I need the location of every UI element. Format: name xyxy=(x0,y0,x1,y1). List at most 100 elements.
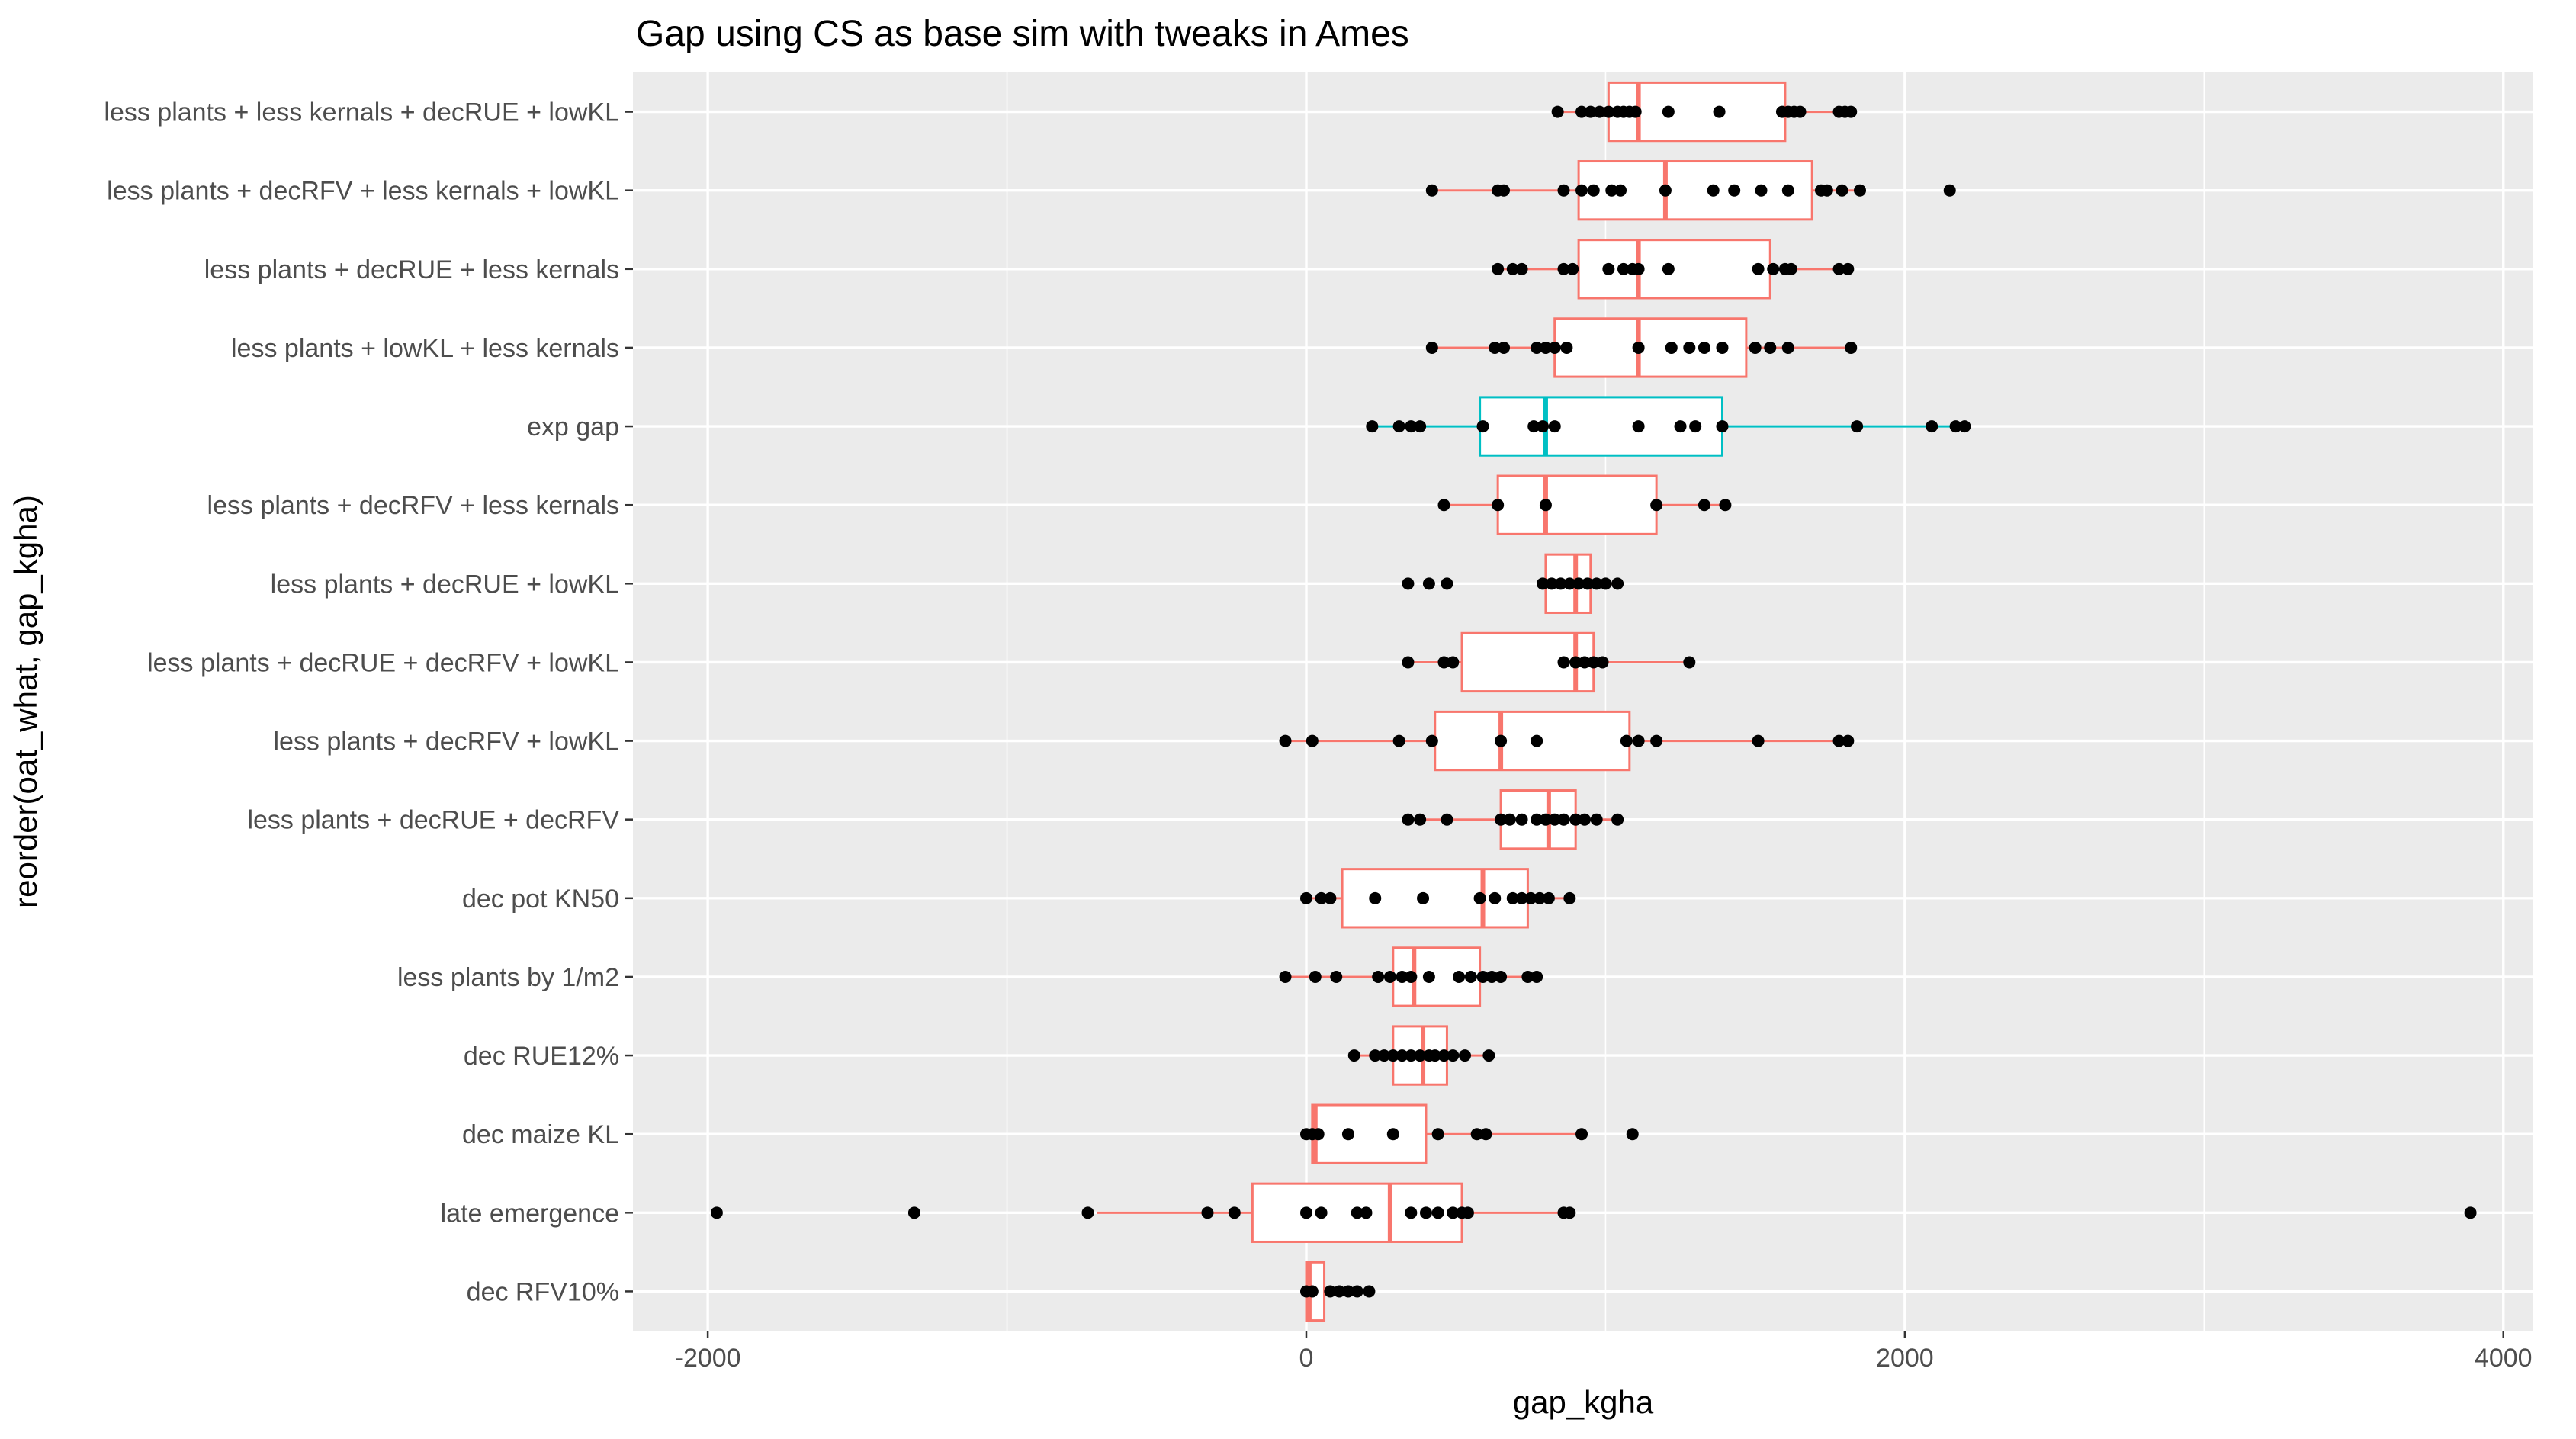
data-point xyxy=(1569,656,1582,669)
y-tick-label: exp gap xyxy=(527,413,619,442)
y-tick-label: less plants + decRUE + lowKL xyxy=(271,570,619,599)
data-point xyxy=(1515,891,1528,904)
y-tick-label: late emergence xyxy=(441,1199,619,1228)
data-point xyxy=(1402,656,1415,669)
box-11 xyxy=(1279,946,1543,1007)
data-point xyxy=(1531,970,1543,983)
box-series xyxy=(710,81,2477,1322)
data-point xyxy=(2464,1206,2477,1219)
box-2 xyxy=(1492,239,1855,300)
data-point xyxy=(1590,577,1603,590)
y-tick-label: less plants + decRUE + less kernals xyxy=(204,255,619,284)
data-point xyxy=(1614,184,1627,197)
data-point xyxy=(1620,734,1633,747)
data-point xyxy=(1650,499,1663,512)
box-8 xyxy=(1279,710,1855,772)
data-point xyxy=(1437,656,1450,669)
data-point xyxy=(1417,891,1430,904)
data-point xyxy=(1683,341,1696,354)
data-point xyxy=(1716,420,1729,433)
data-point xyxy=(1378,1049,1391,1062)
y-tick-label: less plants + decRFV + lowKL xyxy=(273,728,619,756)
data-point xyxy=(1572,577,1585,590)
data-point xyxy=(1569,813,1582,826)
data-point xyxy=(1447,1206,1460,1219)
data-point xyxy=(1617,262,1630,275)
y-tick-label: less plants + less kernals + decRUE + lo… xyxy=(104,98,619,127)
box-3 xyxy=(1425,317,1858,378)
data-point xyxy=(1396,970,1408,983)
data-point xyxy=(1943,184,1956,197)
data-point xyxy=(1557,813,1570,826)
data-point xyxy=(1539,813,1552,826)
y-tick-label: less plants + decRFV + less kernals + lo… xyxy=(107,177,619,206)
data-point xyxy=(1842,262,1855,275)
data-point xyxy=(1578,813,1591,826)
box-0 xyxy=(1551,81,1858,143)
data-point xyxy=(1781,341,1794,354)
data-point xyxy=(1461,1206,1474,1219)
data-point xyxy=(1566,262,1579,275)
data-point xyxy=(1360,1206,1373,1219)
data-point xyxy=(1419,1206,1432,1219)
y-tick-label: less plants by 1/m2 xyxy=(397,963,619,992)
data-point xyxy=(1414,420,1427,433)
data-point xyxy=(1489,891,1502,904)
y-axis-ticks: less plants + less kernals + decRUE + lo… xyxy=(104,98,633,1306)
data-point xyxy=(1698,341,1710,354)
data-point xyxy=(1752,734,1765,747)
data-point xyxy=(710,1206,723,1219)
data-point xyxy=(1764,341,1777,354)
data-point xyxy=(1602,105,1615,118)
data-point xyxy=(1581,577,1594,590)
box-5 xyxy=(1437,474,1732,535)
data-point xyxy=(1531,341,1543,354)
data-point xyxy=(1486,970,1498,983)
data-point xyxy=(1557,262,1570,275)
data-point xyxy=(1441,813,1453,826)
data-point xyxy=(1405,1206,1418,1219)
data-point xyxy=(1713,105,1726,118)
data-point xyxy=(1369,1049,1382,1062)
data-point xyxy=(1330,970,1343,983)
data-point xyxy=(1299,891,1312,904)
data-point xyxy=(1854,184,1867,197)
data-point xyxy=(1662,105,1675,118)
data-point xyxy=(1503,813,1516,826)
x-axis-ticks: -2000 0 2000 4000 xyxy=(675,1331,2533,1373)
data-point xyxy=(1506,891,1519,904)
data-point xyxy=(1309,970,1322,983)
data-point xyxy=(1324,1285,1337,1298)
data-point xyxy=(1299,1206,1312,1219)
data-point xyxy=(1506,262,1519,275)
data-point xyxy=(1405,1049,1418,1062)
data-point xyxy=(1341,1285,1354,1298)
data-point xyxy=(1386,1128,1399,1141)
data-point xyxy=(1386,1049,1399,1062)
data-point xyxy=(1557,656,1570,669)
data-point xyxy=(1351,1285,1363,1298)
data-point xyxy=(1707,184,1720,197)
data-point xyxy=(1431,1128,1444,1141)
data-point xyxy=(1333,1285,1346,1298)
data-point xyxy=(1781,184,1794,197)
data-point xyxy=(1698,499,1710,512)
data-point xyxy=(1315,1206,1328,1219)
data-point xyxy=(1650,734,1663,747)
data-point xyxy=(1836,184,1848,197)
data-point xyxy=(1392,734,1405,747)
data-point xyxy=(1492,262,1505,275)
y-tick-label: less plants + lowKL + less kernals xyxy=(231,334,619,363)
data-point xyxy=(1575,184,1588,197)
data-point xyxy=(1584,105,1597,118)
data-point xyxy=(1324,891,1337,904)
data-point xyxy=(1851,420,1864,433)
box-9 xyxy=(1402,789,1624,850)
data-point xyxy=(1548,420,1561,433)
data-point xyxy=(1495,813,1508,826)
data-point xyxy=(1560,341,1573,354)
data-point xyxy=(1539,499,1552,512)
data-point xyxy=(1602,262,1615,275)
data-point xyxy=(1437,1049,1450,1062)
box-1 xyxy=(1425,160,1956,221)
